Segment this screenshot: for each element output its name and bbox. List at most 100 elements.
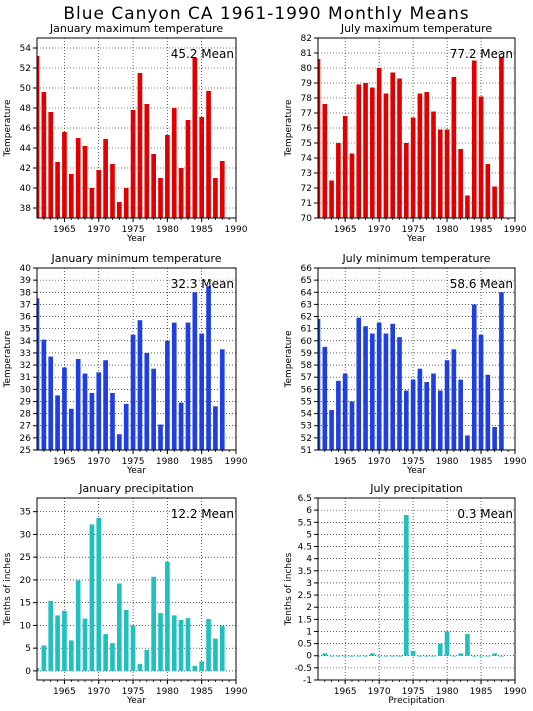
bar-1985 — [199, 661, 205, 671]
mean-label: 77.2 Mean — [450, 47, 513, 61]
bar-1961 — [37, 668, 40, 671]
x-tick-label: 1985 — [470, 687, 493, 697]
y-tick-label: 62 — [301, 313, 312, 323]
bar-1974 — [123, 188, 129, 218]
mean-label: 32.3 Mean — [171, 277, 234, 291]
x-tick-label: 1980 — [436, 225, 459, 235]
bar-1978 — [151, 154, 156, 218]
x-tick-label: 1975 — [122, 457, 145, 467]
y-tick-label: 42 — [20, 164, 31, 174]
bar-1985 — [199, 117, 205, 218]
bar-1984 — [192, 292, 198, 450]
y-tick-label: 25 — [20, 446, 31, 456]
bar-1971 — [103, 139, 108, 218]
panel-jan-precip: January precipitation 1965 1970 1975 1980 198… — [3, 482, 248, 706]
bar-1973 — [117, 583, 122, 671]
plot-frame — [317, 267, 516, 451]
y-tick-label: 55 — [301, 397, 312, 407]
bar-1985 — [478, 334, 484, 450]
y-tick-label: 52 — [20, 64, 31, 74]
bar-1984 — [471, 304, 477, 450]
bar-1972 — [390, 323, 396, 450]
bar-1971 — [383, 655, 389, 657]
bar-1987 — [492, 186, 497, 218]
x-axis-label: Year — [126, 234, 146, 244]
bar-1962 — [41, 339, 47, 450]
y-tick-label: 5 — [25, 644, 31, 654]
bar-1987 — [492, 653, 497, 656]
bar-1970 — [96, 170, 102, 218]
y-tick-label: 58 — [301, 361, 313, 371]
x-tick-label: 1965 — [53, 457, 76, 467]
panel-jan-min: January minimum temperature 1965 1970 1975 1… — [3, 252, 248, 476]
y-tick-label: 50 — [20, 84, 32, 94]
bar-1964 — [55, 615, 60, 671]
bar-1971 — [383, 333, 389, 450]
bar-1974 — [123, 609, 129, 671]
x-tick-label: 1970 — [87, 225, 110, 235]
bar-1984 — [192, 665, 198, 671]
bar-1986 — [485, 164, 491, 218]
x-tick-label: 1970 — [368, 457, 391, 467]
bar-1982 — [178, 402, 184, 450]
y-tick-label: 48 — [20, 104, 32, 114]
y-tick-label: 71 — [301, 199, 312, 209]
y-tick-label: 6.5 — [298, 494, 312, 504]
bar-1973 — [397, 655, 402, 657]
y-tick-label: 60 — [301, 337, 313, 347]
bar-1967 — [75, 138, 81, 218]
x-axis-label: Year — [406, 466, 426, 476]
gridlines — [37, 38, 236, 218]
bar-1961 — [318, 655, 321, 657]
bar-1966 — [349, 153, 355, 218]
bar-1965 — [342, 655, 348, 657]
y-tick-label: 79 — [301, 79, 313, 89]
y-tick-label: 5.5 — [298, 518, 312, 528]
panel-title: July minimum temperature — [341, 252, 490, 265]
bar-1972 — [390, 655, 396, 657]
bar-1987 — [213, 406, 218, 450]
bar-1970 — [376, 655, 382, 657]
gridlines — [318, 268, 515, 450]
bar-1976 — [417, 93, 423, 218]
y-tick-label: 40 — [20, 264, 32, 274]
x-tick-label: 1985 — [190, 457, 213, 467]
y-tick-label: 26 — [20, 434, 32, 444]
bar-1975 — [130, 110, 136, 218]
y-tick-label: 1 — [306, 627, 312, 637]
mean-label: 12.2 Mean — [171, 507, 234, 521]
bar-1988 — [219, 161, 225, 218]
y-tick-label: 25 — [20, 553, 31, 563]
y-tick-label: 10 — [20, 621, 32, 631]
x-tick-label: 1975 — [122, 225, 145, 235]
bar-1977 — [424, 92, 429, 218]
bar-1975 — [130, 625, 136, 671]
bar-1986 — [206, 91, 211, 218]
mean-label: 0.3 Mean — [457, 507, 513, 521]
bar-1969 — [370, 87, 375, 218]
y-tick-label: 63 — [301, 300, 312, 310]
bar-1978 — [431, 111, 436, 218]
bar-1983 — [465, 633, 470, 656]
x-tick-label: 1985 — [190, 687, 213, 697]
x-tick-label: 1970 — [87, 687, 110, 697]
x-tick-label: 1985 — [470, 457, 493, 467]
y-tick-label: 74 — [301, 154, 313, 164]
y-tick-label: 20 — [20, 576, 32, 586]
bar-1963 — [329, 655, 334, 657]
panel-title: January minimum temperature — [50, 252, 221, 265]
y-tick-label: 61 — [301, 325, 312, 335]
bar-1961 — [318, 59, 321, 218]
bar-1978 — [431, 655, 436, 657]
bar-1981 — [451, 349, 457, 450]
bar-1964 — [55, 395, 60, 450]
gridlines — [318, 498, 515, 680]
y-tick-label: 34 — [20, 337, 32, 347]
y-tick-label: 78 — [301, 94, 313, 104]
bar-1961 — [37, 56, 40, 218]
y-axis-label: Tenths of inches — [3, 552, 13, 626]
y-tick-label: 54 — [20, 44, 32, 54]
y-tick-label: 36 — [20, 313, 32, 323]
bar-1965 — [62, 132, 67, 218]
